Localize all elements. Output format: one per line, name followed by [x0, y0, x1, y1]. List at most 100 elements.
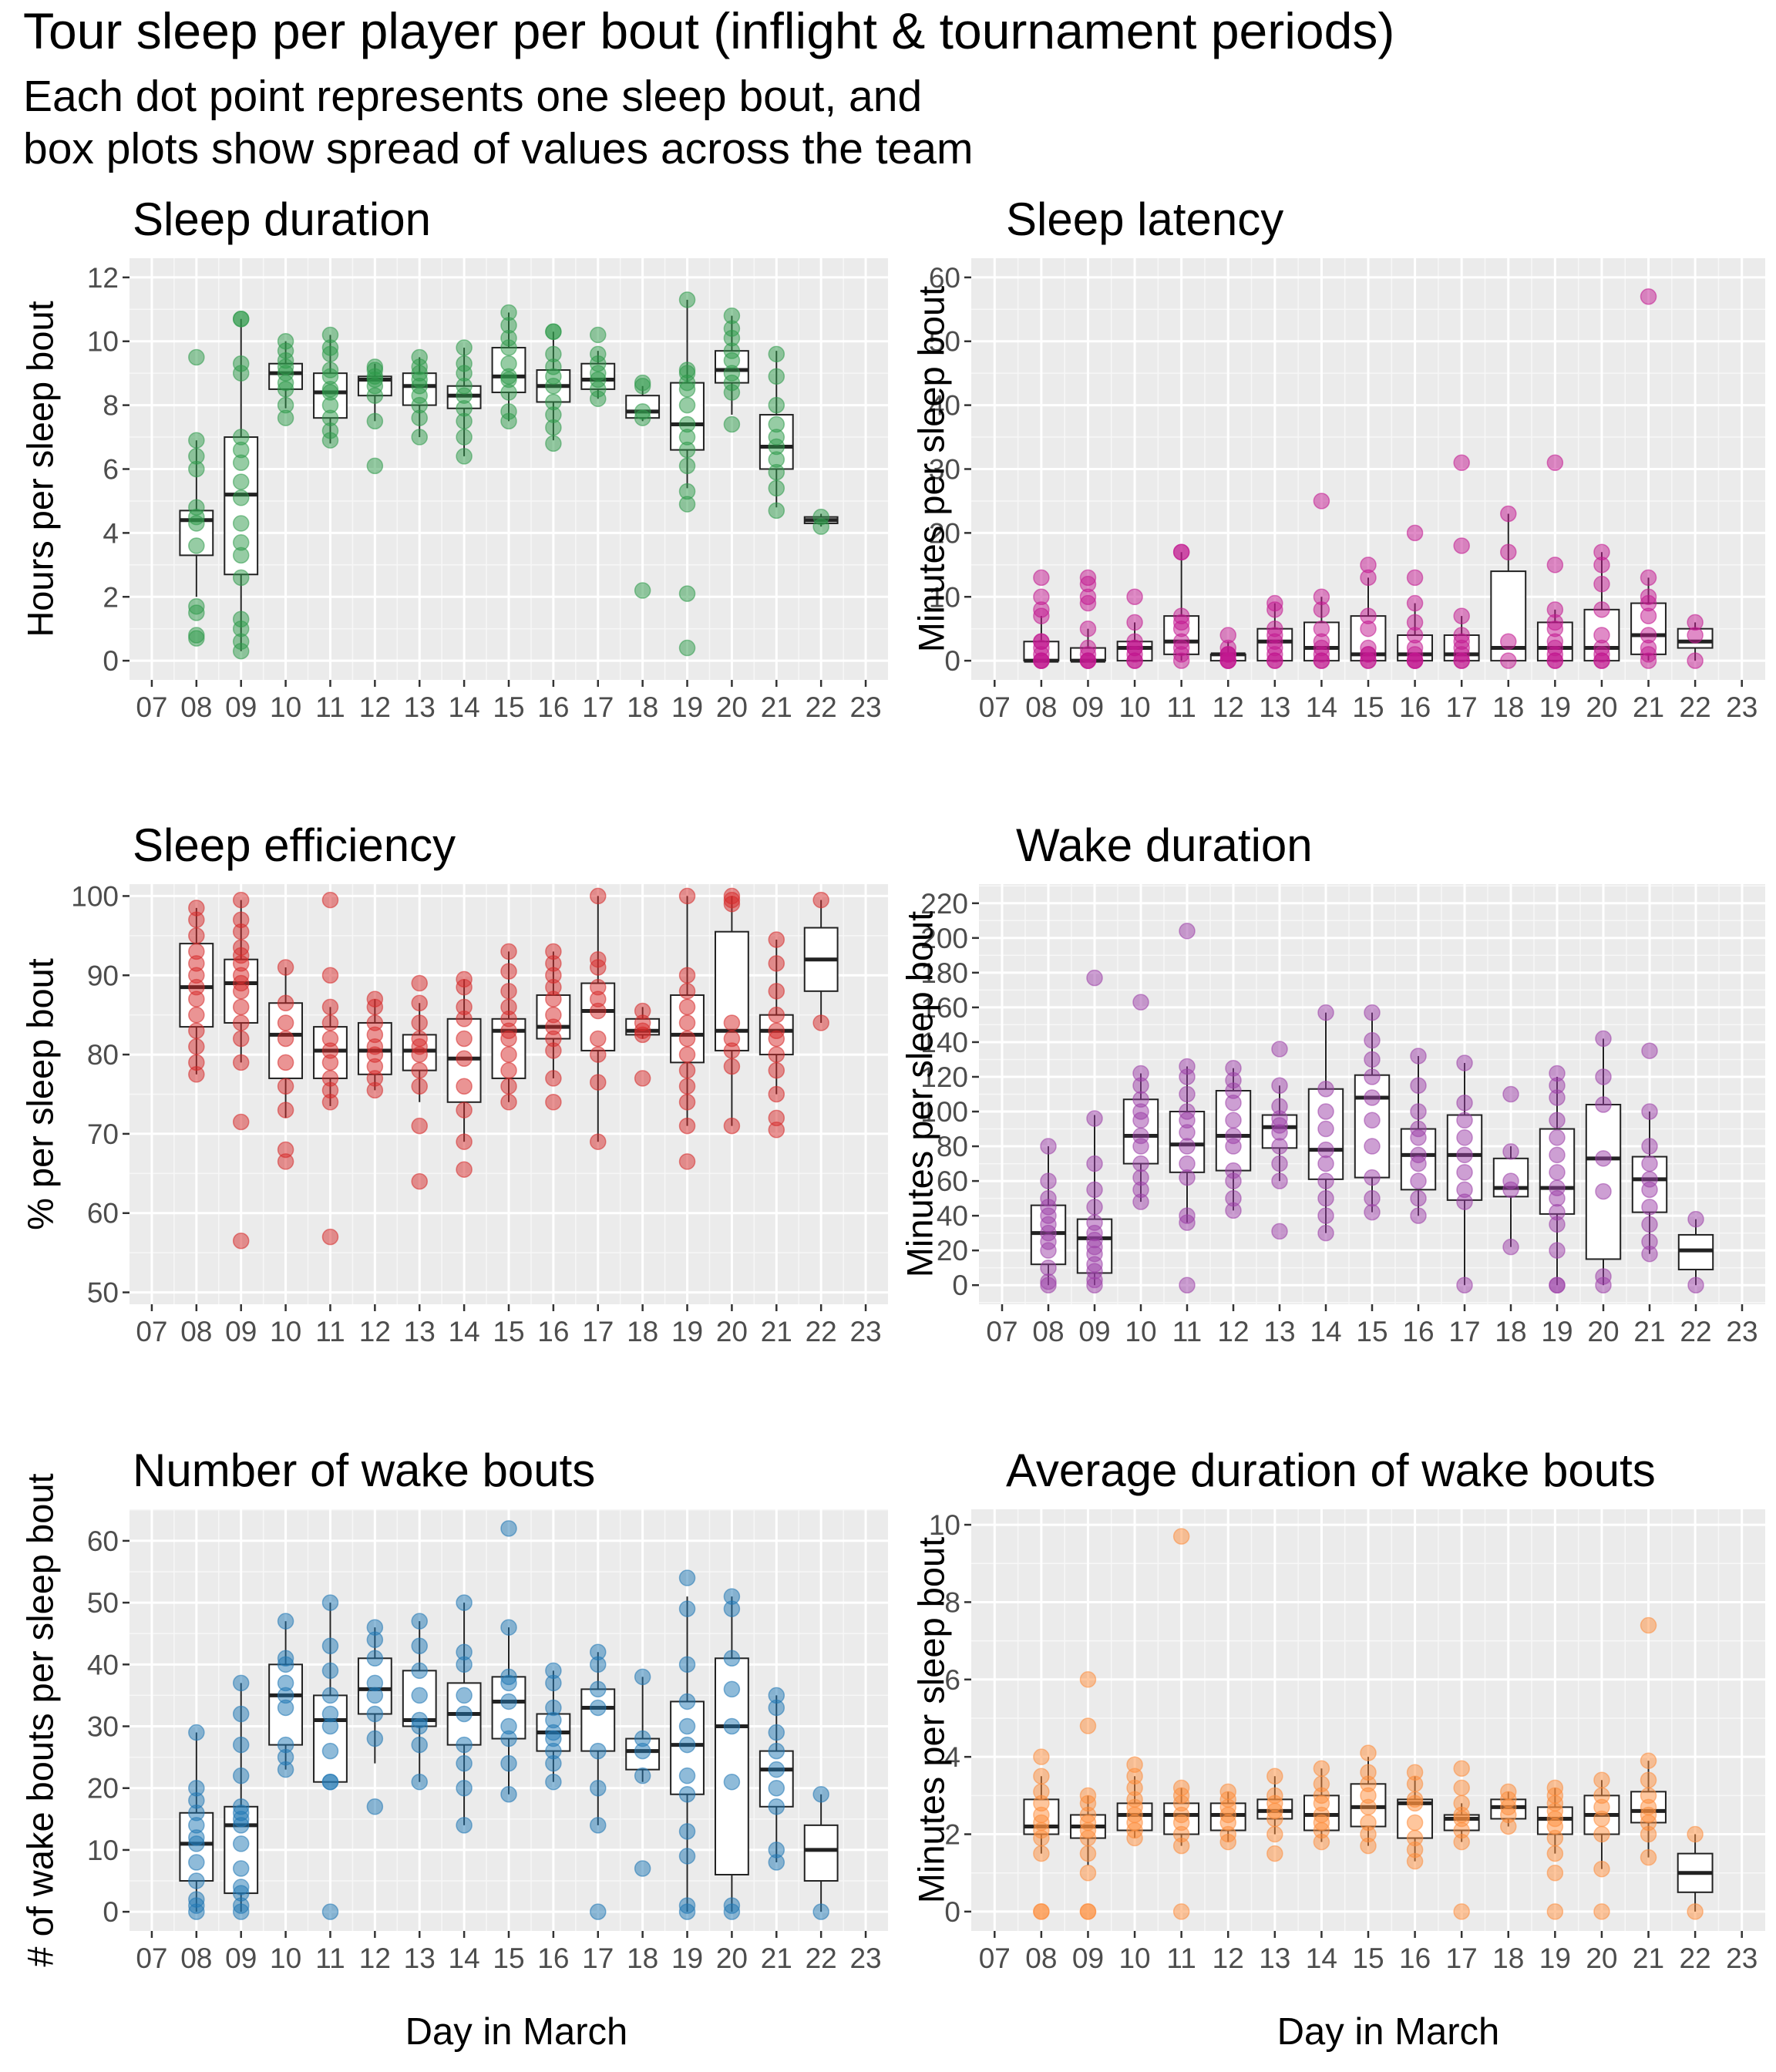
x-tick-label: 19	[671, 1942, 703, 1974]
data-point	[1179, 1138, 1196, 1155]
x-tick-label: 14	[449, 1942, 480, 1974]
data-point	[678, 1046, 696, 1063]
panel-title: Number of wake bouts	[133, 1445, 595, 1496]
box-iqr	[1585, 1104, 1622, 1260]
data-point	[1179, 1207, 1196, 1224]
data-point	[188, 627, 205, 644]
data-point	[1079, 639, 1097, 657]
data-point	[1360, 607, 1377, 624]
data-point	[1086, 1214, 1103, 1231]
x-tick-label: 09	[1072, 1942, 1104, 1974]
data-point	[1456, 1112, 1473, 1129]
data-point	[723, 415, 741, 433]
chart-subtitle-line-1: Each dot point represents one sleep bout…	[23, 72, 923, 121]
data-point	[188, 1891, 205, 1908]
data-point	[1360, 1764, 1377, 1781]
data-point	[723, 887, 741, 905]
data-point	[232, 1030, 250, 1048]
data-point	[768, 1842, 785, 1858]
data-point	[1086, 969, 1103, 987]
data-point	[456, 1102, 473, 1118]
y-tick-label: 0	[952, 1270, 968, 1301]
data-point	[723, 307, 741, 325]
y-tick-label: 10	[929, 1509, 960, 1541]
x-tick-label: 21	[761, 691, 792, 723]
y-tick-label: 80	[87, 1039, 119, 1071]
data-point	[500, 1078, 517, 1095]
x-tick-label: 20	[716, 1316, 748, 1347]
x-tick-label: 15	[493, 1942, 524, 1974]
data-point	[723, 1030, 741, 1048]
data-point	[277, 396, 294, 414]
data-point	[188, 1724, 205, 1741]
x-axis-caption-left: Day in March	[405, 2011, 628, 2053]
data-point	[590, 1030, 607, 1048]
data-point	[1132, 994, 1149, 1011]
data-point	[1640, 1771, 1657, 1789]
data-point	[768, 502, 785, 520]
panel-title: Sleep efficiency	[133, 819, 456, 871]
x-tick-label: 15	[493, 691, 524, 723]
data-point	[1593, 627, 1610, 644]
data-point	[1500, 1783, 1517, 1801]
data-point	[1172, 1528, 1190, 1545]
data-point	[1453, 607, 1470, 624]
data-point	[232, 1232, 250, 1250]
data-point	[1079, 1864, 1097, 1882]
data-point	[411, 974, 428, 992]
y-tick-label: 20	[929, 517, 960, 549]
data-point	[232, 515, 250, 532]
y-tick-label: 60	[929, 262, 960, 294]
data-point	[1364, 1189, 1381, 1207]
panel-title: Sleep duration	[133, 193, 431, 245]
data-point	[1126, 1756, 1143, 1773]
data-point	[188, 1779, 205, 1797]
data-point	[1317, 1224, 1334, 1242]
x-tick-label: 09	[225, 1942, 257, 1974]
data-point	[768, 479, 785, 497]
data-point	[277, 959, 294, 976]
y-tick-label: 60	[87, 1525, 119, 1557]
data-point	[1546, 601, 1564, 618]
data-point	[678, 639, 696, 657]
y-tick-label: 20	[937, 1235, 968, 1266]
data-point	[1640, 1752, 1657, 1769]
data-point	[678, 1848, 696, 1865]
data-point	[1317, 1004, 1334, 1021]
x-tick-label: 17	[1446, 1942, 1478, 1974]
data-point	[590, 1074, 607, 1091]
data-point	[1453, 454, 1470, 471]
data-point	[411, 1687, 428, 1704]
data-point	[1271, 1155, 1288, 1172]
data-point	[1546, 557, 1564, 574]
x-tick-label: 18	[627, 1316, 658, 1347]
x-tick-label: 16	[1399, 1942, 1431, 1974]
data-point	[678, 1094, 696, 1111]
data-point	[768, 1779, 785, 1797]
data-point	[1364, 1112, 1381, 1129]
data-point	[1364, 1031, 1381, 1049]
y-tick-label: 40	[87, 1649, 119, 1680]
data-point	[1687, 652, 1704, 669]
data-point	[1640, 288, 1657, 305]
data-point	[1593, 1825, 1610, 1843]
data-point	[634, 1070, 651, 1087]
x-tick-label: 10	[270, 691, 301, 723]
data-point	[411, 348, 428, 366]
data-point	[500, 1061, 517, 1079]
data-point	[1040, 1189, 1057, 1207]
data-point	[232, 911, 250, 929]
data-point	[188, 943, 205, 960]
x-tick-label: 16	[537, 1316, 569, 1347]
data-point	[1593, 575, 1610, 593]
y-axis-label: Minutes per sleep bout	[911, 1537, 952, 1904]
x-tick-label: 15	[1352, 691, 1384, 723]
data-point	[277, 1736, 294, 1754]
data-point	[1313, 493, 1330, 510]
data-point	[1640, 1616, 1657, 1634]
y-tick-label: 2	[944, 1819, 960, 1851]
y-tick-label: 50	[929, 326, 960, 358]
data-point	[1456, 1164, 1473, 1181]
data-point	[500, 963, 517, 980]
data-point	[723, 1650, 741, 1667]
